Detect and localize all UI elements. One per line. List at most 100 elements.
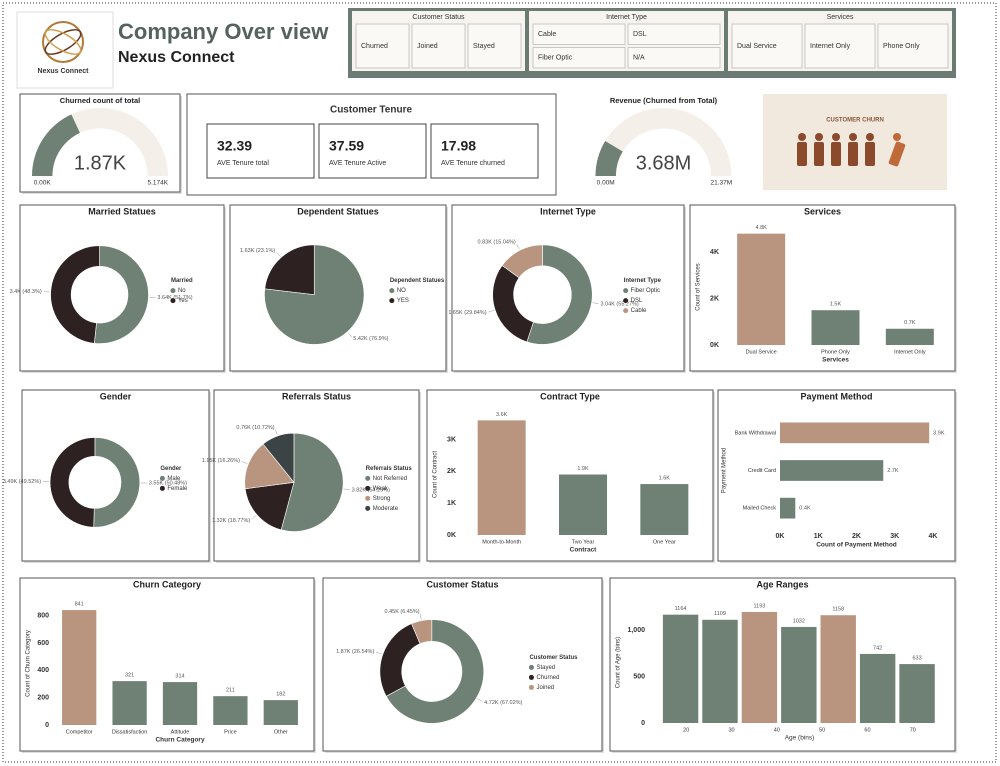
person-icon (797, 133, 807, 166)
legend-swatch (170, 288, 176, 294)
slicer-item-label[interactable]: Internet Only (810, 43, 851, 50)
gauge-range-label: 0.00M (597, 180, 615, 187)
panel (689, 204, 956, 372)
kpi-value: 32.39 (217, 138, 252, 154)
slicer-item[interactable] (467, 23, 522, 69)
slicer-item[interactable] (804, 23, 876, 69)
chart-title: Churned count of total (60, 96, 140, 105)
slicer-item[interactable] (411, 23, 466, 69)
bar-value-label: 3.9K (933, 430, 945, 436)
x-tick-label: 40 (774, 727, 780, 733)
slicer-item-label[interactable]: Cable (538, 31, 556, 38)
leader-line (488, 310, 495, 313)
legend-title: Referrals Status (366, 466, 413, 472)
bar (213, 696, 248, 725)
pie-slice (262, 432, 295, 484)
slicer-item[interactable] (532, 23, 626, 45)
y-tick-label: 0K (447, 532, 456, 539)
histogram-bar (859, 653, 896, 723)
x-axis-title: Age (bins) (785, 735, 815, 742)
logo-ring (42, 21, 84, 63)
slicer-item-label[interactable]: N/A (633, 55, 645, 62)
bar-value-label: 841 (75, 602, 84, 608)
donut-slice (526, 244, 593, 345)
bar-value-label: 321 (125, 673, 134, 679)
chart-title: Contract Type (540, 391, 600, 401)
x-tick-label: 3K (890, 533, 899, 540)
leader-line (241, 461, 248, 464)
y-tick-label: 1,000 (627, 627, 645, 634)
slicer-item[interactable] (627, 23, 721, 45)
y-tick-label: Credit Card (748, 468, 776, 474)
legend-swatch (365, 485, 371, 491)
chart-title: Referrals Status (282, 391, 351, 401)
bar-value-label: 1193 (753, 603, 765, 609)
legend-title: Customer Status (529, 655, 578, 661)
y-axis-title: Count of Services (696, 263, 702, 310)
legend-swatch (365, 495, 371, 501)
kpi-card (318, 123, 427, 179)
y-tick-label: 400 (37, 667, 49, 674)
legend-title: Gender (160, 466, 182, 472)
bar (885, 328, 934, 345)
slicer-item-label[interactable]: Churned (361, 43, 388, 50)
gauge-value-label: 1.87K (74, 152, 127, 174)
x-tick-label: 50 (819, 727, 825, 733)
histogram-bar (741, 611, 778, 723)
slice-label: 3.55K (50.48%) (149, 481, 187, 487)
bar (780, 422, 930, 444)
slice-label: 5.42K (76.9%) (353, 336, 388, 342)
slicer-item[interactable] (355, 23, 410, 69)
histogram-bar (662, 614, 699, 723)
histogram-bar (899, 664, 935, 723)
page-subtitle: Nexus Connect (118, 49, 235, 66)
slicer-item-label[interactable]: DSL (633, 31, 647, 38)
legend-title: Internet Type (624, 278, 662, 284)
slicer-item-label[interactable]: Fiber Optic (538, 55, 573, 62)
chart-title: Payment Method (800, 391, 872, 401)
bar-value-label: 182 (276, 692, 285, 698)
leader-line (343, 488, 350, 490)
slice-label: 3.4K (48.3%) (10, 289, 42, 295)
slicer-item-label[interactable]: Phone Only (883, 43, 920, 50)
y-tick-label: 2K (447, 468, 456, 475)
icon-body (865, 142, 875, 166)
bar-value-label: 2.7K (887, 468, 899, 474)
x-tick-label: Dissatisfaction (112, 729, 147, 735)
bar-value-label: 1032 (793, 618, 805, 624)
bar-value-label: 3.6K (496, 412, 508, 418)
x-tick-label: Two Year (572, 539, 595, 545)
legend-swatch (623, 298, 629, 304)
bar-value-label: 1.5K (830, 302, 842, 308)
kpi-label: AVE Tenure churned (441, 160, 505, 167)
chart-title: Internet Type (540, 206, 596, 216)
legend-swatch (528, 674, 534, 680)
bar-value-label: 1.9K (577, 466, 589, 472)
gauge-range-label: 0.00K (34, 180, 52, 187)
slicer-item[interactable] (627, 47, 721, 69)
donut-slice (50, 245, 100, 344)
bar (780, 460, 884, 481)
slicer-item[interactable] (877, 23, 949, 69)
kpi-card (430, 123, 539, 179)
slicer-item-label[interactable]: Dual Service (737, 43, 777, 50)
legend-label: Female (167, 486, 188, 492)
slicer-title: Services (827, 14, 854, 21)
slice-label: 1.87K (26.54%) (336, 649, 374, 655)
slicer-item-label[interactable]: Joined (417, 43, 438, 50)
bar-value-label: 742 (873, 645, 882, 651)
slicer-item[interactable] (731, 23, 803, 69)
slicer-item-label[interactable]: Stayed (473, 43, 495, 50)
slicer-item[interactable] (532, 47, 626, 69)
slice-label: 0.83K (15.04%) (478, 240, 516, 246)
y-tick-label: 1K (447, 500, 456, 507)
x-tick-label: 20 (683, 727, 689, 733)
slicer-title: Customer Status (412, 14, 465, 21)
icon-head (798, 133, 806, 141)
bar (263, 700, 298, 725)
x-tick-label: Dual Service (746, 349, 777, 355)
slice-label: 3.64K (51.7%) (157, 295, 192, 301)
chart-title: Customer Status (426, 579, 498, 589)
x-tick-label: Phone Only (821, 349, 850, 355)
